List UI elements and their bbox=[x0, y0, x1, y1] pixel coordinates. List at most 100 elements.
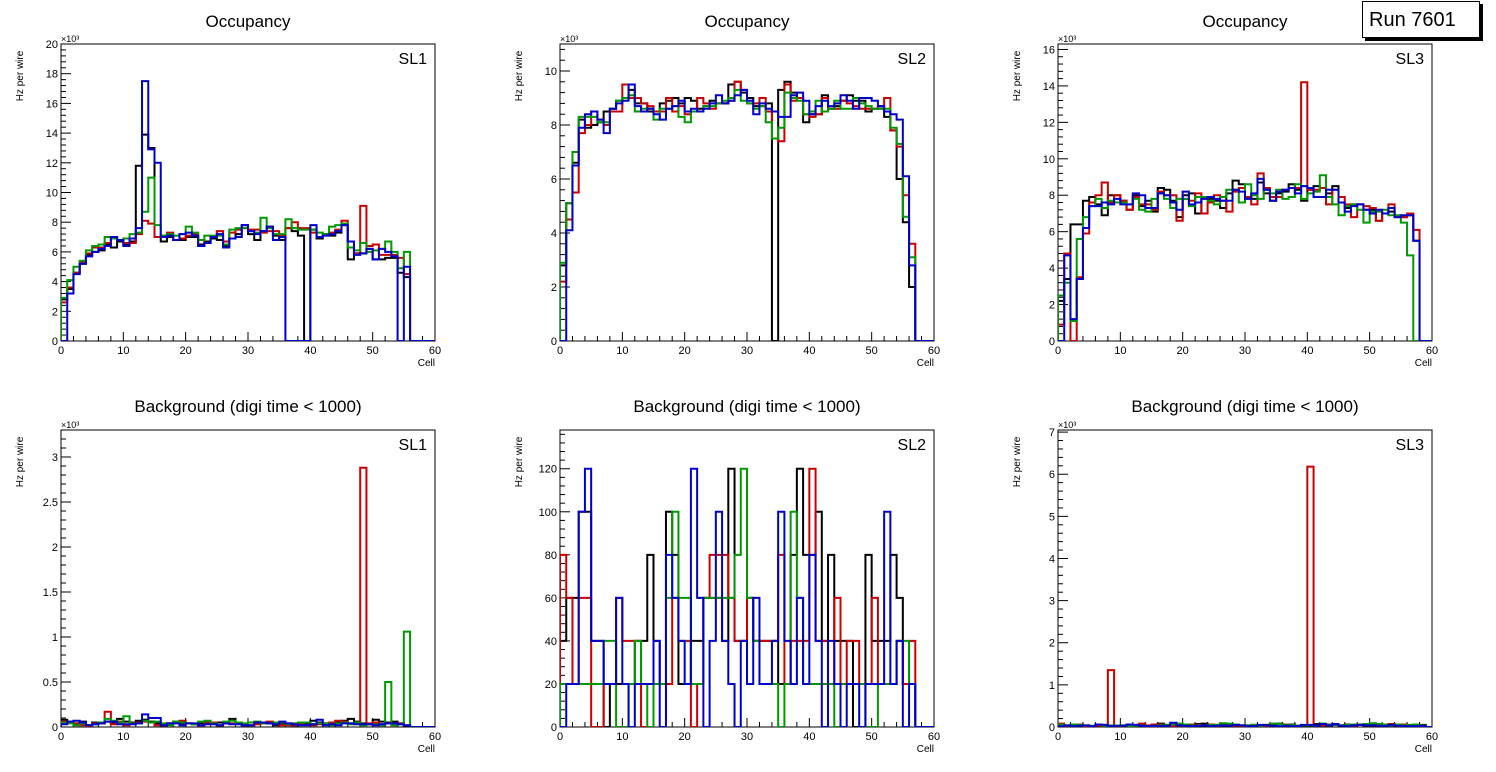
bin-mark bbox=[585, 128, 591, 341]
bin-mark bbox=[1239, 184, 1245, 341]
bin-mark bbox=[1239, 192, 1245, 341]
bin-mark bbox=[105, 246, 111, 341]
bin-mark bbox=[354, 250, 360, 341]
bin-mark bbox=[136, 233, 142, 341]
bin-mark bbox=[1108, 195, 1114, 341]
bin-mark bbox=[198, 240, 204, 341]
bin-mark bbox=[647, 109, 653, 341]
bin-mark bbox=[878, 109, 884, 341]
bin-mark bbox=[236, 234, 242, 341]
bin-mark bbox=[1164, 190, 1170, 341]
y-tick-label: 0 bbox=[1049, 336, 1055, 348]
bin-mark bbox=[248, 230, 254, 341]
bin-mark bbox=[629, 98, 635, 341]
bin-mark bbox=[666, 109, 672, 341]
bin-mark bbox=[1102, 203, 1108, 341]
bin-mark bbox=[161, 237, 167, 341]
bin-mark bbox=[373, 259, 379, 341]
y-tick-label: 20 bbox=[545, 679, 557, 691]
plot-frame bbox=[559, 43, 935, 342]
x-axis-label: Cell bbox=[917, 744, 934, 755]
bin-mark bbox=[828, 106, 834, 341]
x-tick-label: 50 bbox=[1364, 731, 1376, 743]
bin-mark bbox=[1201, 197, 1207, 341]
bin-mark bbox=[211, 236, 217, 341]
bin-mark bbox=[260, 231, 266, 341]
x-tick-label: 40 bbox=[304, 345, 316, 357]
bin-mark bbox=[859, 109, 865, 341]
bin-mark bbox=[1257, 199, 1263, 341]
bin-mark bbox=[1214, 199, 1220, 341]
bin-mark bbox=[98, 250, 104, 341]
bin-mark bbox=[1170, 203, 1176, 341]
bin-mark bbox=[604, 133, 610, 341]
bin-mark bbox=[766, 684, 772, 727]
bin-mark bbox=[111, 237, 117, 341]
bin-mark bbox=[1095, 204, 1101, 341]
bin-mark bbox=[292, 222, 298, 341]
bin-mark bbox=[1301, 201, 1307, 341]
bin-mark bbox=[236, 230, 242, 341]
bin-mark bbox=[759, 98, 765, 341]
y-tick-label: 4 bbox=[1049, 553, 1055, 565]
bin-mark bbox=[678, 103, 684, 341]
bin-mark bbox=[865, 112, 871, 342]
bin-mark bbox=[1158, 192, 1164, 341]
bin-mark bbox=[1164, 195, 1170, 341]
bin-mark bbox=[1220, 197, 1226, 341]
y-tick-label: 12 bbox=[1043, 117, 1055, 129]
bin-mark bbox=[273, 231, 279, 341]
x-tick-label: 50 bbox=[866, 731, 878, 743]
bin-mark bbox=[591, 125, 597, 341]
bin-mark bbox=[148, 224, 154, 341]
bin-mark bbox=[360, 253, 366, 341]
bin-mark bbox=[248, 234, 254, 341]
bin-mark bbox=[841, 101, 847, 341]
y-tick-label: 0 bbox=[1049, 722, 1055, 734]
bin-mark bbox=[1164, 199, 1170, 341]
panel-title: Background (digi time < 1000) bbox=[1131, 397, 1358, 416]
bin-mark bbox=[248, 231, 254, 341]
bin-mark bbox=[747, 103, 753, 341]
bin-mark bbox=[1226, 201, 1232, 341]
panel-title: Occupancy bbox=[704, 12, 790, 31]
bin-mark bbox=[123, 243, 129, 341]
x-tick-label: 10 bbox=[117, 731, 129, 743]
x-tick-label: 30 bbox=[741, 345, 753, 357]
bin-mark bbox=[92, 252, 98, 341]
bin-mark bbox=[1314, 192, 1320, 341]
bin-mark bbox=[597, 120, 603, 341]
bin-mark bbox=[1270, 197, 1276, 341]
bin-mark bbox=[803, 684, 809, 727]
bin-mark bbox=[136, 234, 142, 341]
x-tick-label: 40 bbox=[1301, 345, 1313, 357]
x-tick-label: 30 bbox=[242, 345, 254, 357]
bin-mark bbox=[1214, 195, 1220, 341]
bin-mark bbox=[1295, 190, 1301, 341]
axis-multiplier: ×10³ bbox=[61, 34, 79, 44]
bin-mark bbox=[847, 101, 853, 341]
bin-mark bbox=[1363, 223, 1369, 341]
bin-mark bbox=[186, 236, 192, 341]
bin-mark bbox=[1264, 188, 1270, 341]
x-tick-label: 30 bbox=[1239, 345, 1251, 357]
bin-mark bbox=[1201, 197, 1207, 341]
bin-mark bbox=[791, 98, 797, 341]
bin-mark bbox=[198, 244, 204, 341]
histogram-line bbox=[560, 467, 934, 727]
bin-mark bbox=[1189, 193, 1195, 341]
bin-mark bbox=[1233, 192, 1239, 341]
bin-mark bbox=[878, 109, 884, 341]
histogram-line bbox=[560, 80, 934, 341]
bin-mark bbox=[853, 109, 859, 341]
bin-mark bbox=[816, 114, 822, 341]
bin-mark bbox=[155, 225, 161, 341]
bin-mark bbox=[722, 103, 728, 341]
bin-mark bbox=[360, 253, 366, 341]
x-axis-label: Cell bbox=[418, 744, 435, 755]
y-tick-label: 2 bbox=[1049, 300, 1055, 312]
bin-mark bbox=[816, 106, 822, 341]
bin-mark bbox=[1339, 203, 1345, 341]
bin-mark bbox=[1251, 195, 1257, 341]
bin-mark bbox=[267, 227, 273, 341]
